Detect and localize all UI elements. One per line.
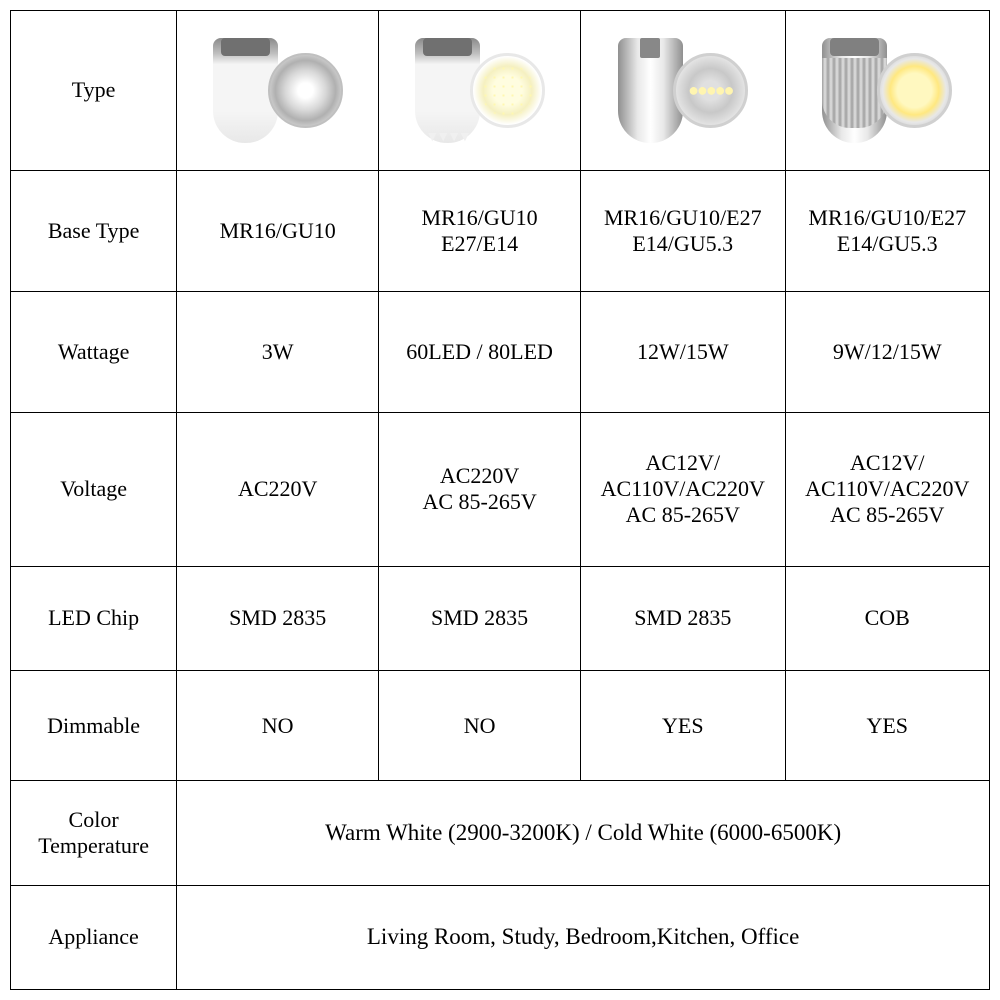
table-row-led-chip: LED Chip SMD 2835 SMD 2835 SMD 2835 COB xyxy=(11,566,990,671)
cell-base-type-4: MR16/GU10/E27E14/GU5.3 xyxy=(785,170,989,291)
cell-wattage-2: 60LED / 80LED xyxy=(379,291,581,412)
table-row-color-temp: ColorTemperature Warm White (2900-3200K)… xyxy=(11,781,990,886)
table-row-wattage: Wattage 3W 60LED / 80LED 12W/15W 9W/12/1… xyxy=(11,291,990,412)
cell-voltage-3: AC12V/AC110V/AC220VAC 85-265V xyxy=(581,412,785,566)
bulb-icon-4 xyxy=(790,38,985,143)
cell-dimmable-1: NO xyxy=(177,671,379,781)
table-row-type: Type xyxy=(11,11,990,171)
cell-appliance: Living Room, Study, Bedroom,Kitchen, Off… xyxy=(177,885,990,990)
table-row-dimmable: Dimmable NO NO YES YES xyxy=(11,671,990,781)
header-base-type: Base Type xyxy=(11,170,177,291)
header-type: Type xyxy=(11,11,177,171)
bulb-icon-2 xyxy=(383,38,576,143)
cell-wattage-3: 12W/15W xyxy=(581,291,785,412)
header-color-temp: ColorTemperature xyxy=(11,781,177,886)
cell-dimmable-3: YES xyxy=(581,671,785,781)
product-image-1 xyxy=(177,11,379,171)
cell-voltage-4: AC12V/AC110V/AC220VAC 85-265V xyxy=(785,412,989,566)
cell-base-type-1: MR16/GU10 xyxy=(177,170,379,291)
header-wattage: Wattage xyxy=(11,291,177,412)
header-dimmable: Dimmable xyxy=(11,671,177,781)
header-led-chip: LED Chip xyxy=(11,566,177,671)
cell-base-type-2: MR16/GU10E27/E14 xyxy=(379,170,581,291)
table-row-appliance: Appliance Living Room, Study, Bedroom,Ki… xyxy=(11,885,990,990)
table-row-voltage: Voltage AC220V AC220VAC 85-265V AC12V/AC… xyxy=(11,412,990,566)
cell-led-chip-2: SMD 2835 xyxy=(379,566,581,671)
cell-base-type-3: MR16/GU10/E27E14/GU5.3 xyxy=(581,170,785,291)
spec-comparison-table: Type Base Type MR1 xyxy=(10,10,990,990)
cell-led-chip-1: SMD 2835 xyxy=(177,566,379,671)
header-appliance: Appliance xyxy=(11,885,177,990)
cell-color-temp: Warm White (2900-3200K) / Cold White (60… xyxy=(177,781,990,886)
cell-led-chip-4: COB xyxy=(785,566,989,671)
cell-dimmable-2: NO xyxy=(379,671,581,781)
bulb-icon-3 xyxy=(585,38,780,143)
cell-voltage-2: AC220VAC 85-265V xyxy=(379,412,581,566)
product-image-3 xyxy=(581,11,785,171)
header-voltage: Voltage xyxy=(11,412,177,566)
table-row-base-type: Base Type MR16/GU10 MR16/GU10E27/E14 MR1… xyxy=(11,170,990,291)
product-image-2 xyxy=(379,11,581,171)
cell-wattage-4: 9W/12/15W xyxy=(785,291,989,412)
bulb-icon-1 xyxy=(181,38,374,143)
cell-wattage-1: 3W xyxy=(177,291,379,412)
cell-voltage-1: AC220V xyxy=(177,412,379,566)
cell-led-chip-3: SMD 2835 xyxy=(581,566,785,671)
product-image-4 xyxy=(785,11,989,171)
cell-dimmable-4: YES xyxy=(785,671,989,781)
